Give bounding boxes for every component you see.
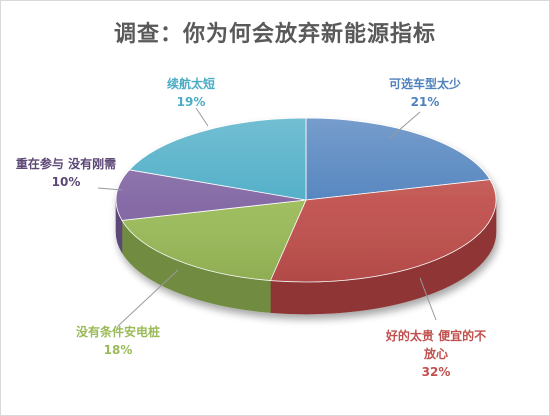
- slice-label-可选车型太少: 可选车型太少: [389, 76, 461, 91]
- slice-percent-可选车型太少: 21%: [411, 95, 440, 109]
- leader-line-续航太短: [195, 107, 209, 127]
- slice-label-好的太贵-便宜的不放心-0: 好的太贵 便宜的不: [385, 328, 486, 343]
- slice-label-好的太贵-便宜的不放心-1: 放心: [423, 346, 448, 361]
- leader-line-重在参与-没有刚需: [97, 187, 123, 191]
- slice-percent-好的太贵-便宜的不放心: 32%: [422, 365, 451, 379]
- leader-line-可选车型太少: [389, 111, 421, 139]
- slice-percent-续航太短: 19%: [177, 95, 206, 109]
- leader-line-没有条件安电桩: [117, 269, 179, 327]
- slice-percent-没有条件安电桩: 18%: [104, 343, 133, 357]
- slice-percent-重在参与-没有刚需: 10%: [52, 175, 81, 189]
- slice-label-没有条件安电桩: 没有条件安电桩: [76, 324, 160, 339]
- leader-line-好的太贵-便宜的不放心: [419, 277, 437, 321]
- slice-label-重在参与-没有刚需: 重在参与 没有刚需: [16, 156, 116, 171]
- slice-label-续航太短: 续航太短: [167, 76, 215, 91]
- chart-title: 调查：你为何会放弃新能源指标: [113, 22, 436, 47]
